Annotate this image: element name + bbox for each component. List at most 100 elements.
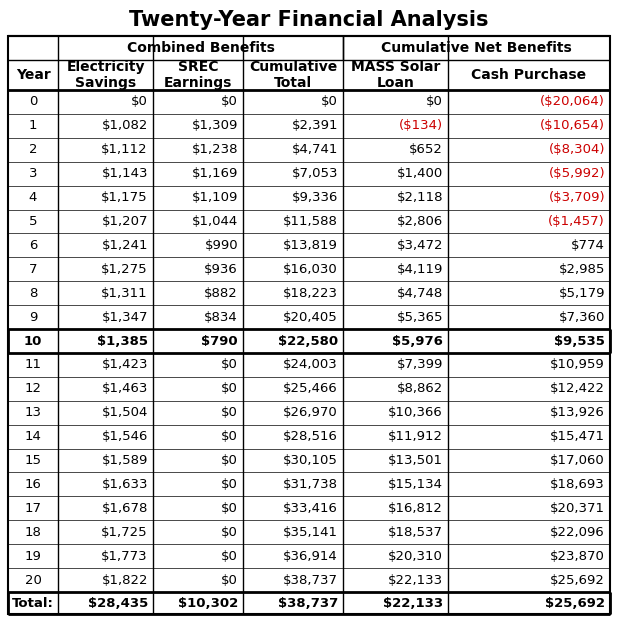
Text: $0: $0	[221, 358, 238, 371]
Text: $5,976: $5,976	[392, 334, 443, 348]
Text: $28,435: $28,435	[88, 597, 148, 610]
Text: $1,275: $1,275	[101, 263, 148, 276]
Text: $1,546: $1,546	[101, 430, 148, 443]
Text: $0: $0	[221, 526, 238, 539]
Text: 11: 11	[25, 358, 41, 371]
Text: $790: $790	[201, 334, 238, 348]
Text: 1: 1	[29, 119, 37, 132]
Text: $22,096: $22,096	[550, 526, 605, 539]
Text: $0: $0	[221, 478, 238, 491]
Text: 18: 18	[25, 526, 41, 539]
Text: $0: $0	[221, 573, 238, 587]
Text: 15: 15	[25, 454, 41, 467]
Text: $1,633: $1,633	[101, 478, 148, 491]
Text: $1,773: $1,773	[101, 550, 148, 563]
Text: 8: 8	[29, 286, 37, 300]
Text: Electricity
Savings: Electricity Savings	[66, 60, 145, 90]
Text: $13,819: $13,819	[283, 239, 338, 252]
Text: 20: 20	[25, 573, 41, 587]
Text: $1,504: $1,504	[101, 406, 148, 419]
Text: $4,119: $4,119	[397, 263, 443, 276]
Text: 10: 10	[24, 334, 42, 348]
Text: $2,985: $2,985	[559, 263, 605, 276]
Text: $28,516: $28,516	[283, 430, 338, 443]
Text: $1,822: $1,822	[101, 573, 148, 587]
Text: $13,501: $13,501	[388, 454, 443, 467]
Text: $11,912: $11,912	[388, 430, 443, 443]
Text: $990: $990	[205, 239, 238, 252]
Text: Twenty-Year Financial Analysis: Twenty-Year Financial Analysis	[129, 10, 489, 30]
Text: $1,423: $1,423	[101, 358, 148, 371]
Text: ($134): ($134)	[399, 119, 443, 132]
Text: $1,725: $1,725	[101, 526, 148, 539]
Text: ($20,064): ($20,064)	[540, 95, 605, 109]
Text: 4: 4	[29, 191, 37, 204]
Text: $0: $0	[221, 550, 238, 563]
Text: $9,336: $9,336	[292, 191, 338, 204]
Text: $1,143: $1,143	[101, 167, 148, 180]
Text: $1,385: $1,385	[97, 334, 148, 348]
Text: $0: $0	[221, 406, 238, 419]
Text: $25,692: $25,692	[545, 597, 605, 610]
Text: $4,748: $4,748	[397, 286, 443, 300]
Text: $1,082: $1,082	[101, 119, 148, 132]
Text: $7,399: $7,399	[397, 358, 443, 371]
Text: $0: $0	[221, 454, 238, 467]
Text: $1,044: $1,044	[192, 215, 238, 228]
Text: SREC
Earnings: SREC Earnings	[164, 60, 232, 90]
Text: 17: 17	[25, 502, 41, 515]
Text: $38,737: $38,737	[277, 597, 338, 610]
Text: $5,365: $5,365	[397, 311, 443, 324]
Text: MASS Solar
Loan: MASS Solar Loan	[351, 60, 440, 90]
Text: 2: 2	[29, 144, 37, 156]
Text: 12: 12	[25, 383, 41, 396]
Text: $1,589: $1,589	[101, 454, 148, 467]
Text: $1,241: $1,241	[101, 239, 148, 252]
Text: $1,169: $1,169	[192, 167, 238, 180]
Text: ($8,304): ($8,304)	[549, 144, 605, 156]
Text: $1,112: $1,112	[101, 144, 148, 156]
Text: ($3,709): ($3,709)	[548, 191, 605, 204]
Text: $35,141: $35,141	[283, 526, 338, 539]
Text: $20,310: $20,310	[388, 550, 443, 563]
Text: $10,959: $10,959	[550, 358, 605, 371]
Text: $0: $0	[131, 95, 148, 109]
Text: $1,463: $1,463	[101, 383, 148, 396]
Text: $652: $652	[409, 144, 443, 156]
Text: $31,738: $31,738	[283, 478, 338, 491]
Text: $0: $0	[321, 95, 338, 109]
Text: $834: $834	[205, 311, 238, 324]
Text: 7: 7	[29, 263, 37, 276]
Text: $9,535: $9,535	[554, 334, 605, 348]
Text: Cumulative
Total: Cumulative Total	[249, 60, 337, 90]
Text: Year: Year	[15, 68, 51, 82]
Text: 5: 5	[29, 215, 37, 228]
Text: $1,347: $1,347	[101, 311, 148, 324]
Text: $0: $0	[221, 383, 238, 396]
Text: $7,360: $7,360	[559, 311, 605, 324]
Text: $2,806: $2,806	[397, 215, 443, 228]
Text: $12,422: $12,422	[550, 383, 605, 396]
Text: $5,179: $5,179	[559, 286, 605, 300]
Text: $22,133: $22,133	[388, 573, 443, 587]
Text: $20,405: $20,405	[283, 311, 338, 324]
Text: $7,053: $7,053	[292, 167, 338, 180]
Text: $20,371: $20,371	[550, 502, 605, 515]
Text: $36,914: $36,914	[283, 550, 338, 563]
Text: 16: 16	[25, 478, 41, 491]
Text: $25,692: $25,692	[550, 573, 605, 587]
Text: $1,309: $1,309	[192, 119, 238, 132]
Text: $25,466: $25,466	[283, 383, 338, 396]
Text: $0: $0	[221, 502, 238, 515]
Text: $1,207: $1,207	[101, 215, 148, 228]
Text: $13,926: $13,926	[550, 406, 605, 419]
Text: $30,105: $30,105	[283, 454, 338, 467]
Text: 9: 9	[29, 311, 37, 324]
Text: $16,030: $16,030	[283, 263, 338, 276]
Text: Cumulative Net Benefits: Cumulative Net Benefits	[381, 41, 572, 55]
Text: $26,970: $26,970	[283, 406, 338, 419]
Text: $15,134: $15,134	[388, 478, 443, 491]
Text: $1,311: $1,311	[101, 286, 148, 300]
Text: Combined Benefits: Combined Benefits	[127, 41, 274, 55]
Text: $1,109: $1,109	[192, 191, 238, 204]
